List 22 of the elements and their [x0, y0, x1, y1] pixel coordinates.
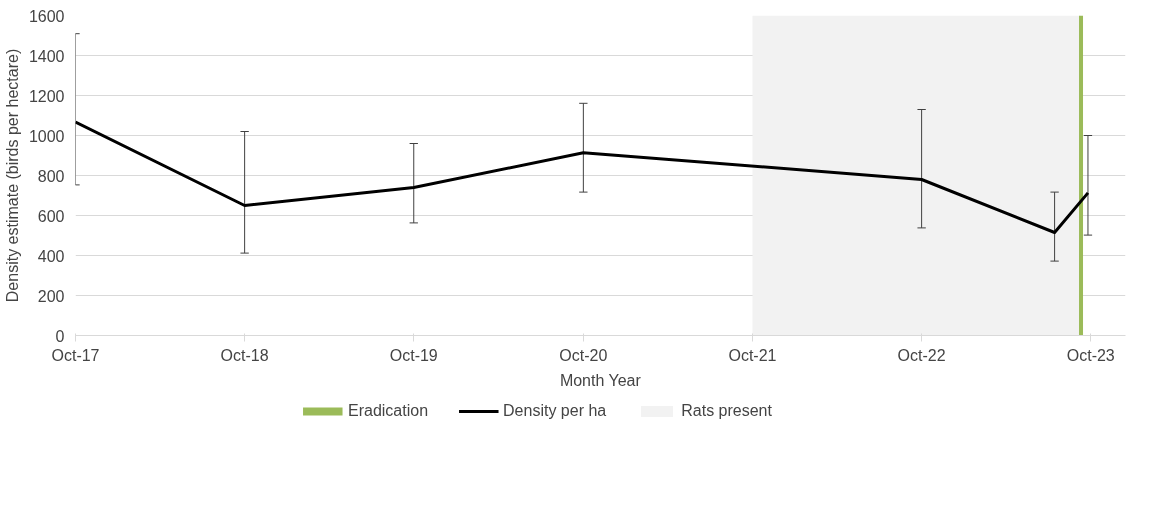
x-tick-label: Oct-22	[897, 346, 946, 364]
y-tick-label: 1600	[28, 7, 65, 25]
y-tick-label: 1200	[28, 87, 65, 105]
legend-label: Rats present	[681, 402, 772, 420]
x-tick-label: Oct-19	[389, 346, 438, 364]
y-tick-label: 1000	[28, 127, 65, 145]
x-tick-label: Oct-17	[51, 346, 100, 364]
y-tick-label: 1400	[28, 47, 65, 65]
legend-label: Density per ha	[503, 402, 607, 420]
y-tick-label: 0	[55, 327, 65, 345]
line-series	[75, 120, 1090, 234]
x-tick-label: Oct-21	[728, 346, 777, 364]
legend-label: Eradication	[348, 402, 429, 420]
y-tick-label: 200	[37, 287, 65, 305]
x-axis-title: Month Year	[559, 371, 642, 389]
x-tick-label: Oct-23	[1066, 346, 1115, 364]
y-tick-label: 600	[37, 207, 65, 225]
y-axis-title: Density estimate (birds per hectare)	[3, 48, 21, 303]
x-tick-label: Oct-18	[220, 346, 269, 364]
y-tick-label: 400	[37, 247, 65, 265]
x-tick-label: Oct-20	[559, 346, 608, 364]
y-tick-label: 800	[37, 167, 65, 185]
